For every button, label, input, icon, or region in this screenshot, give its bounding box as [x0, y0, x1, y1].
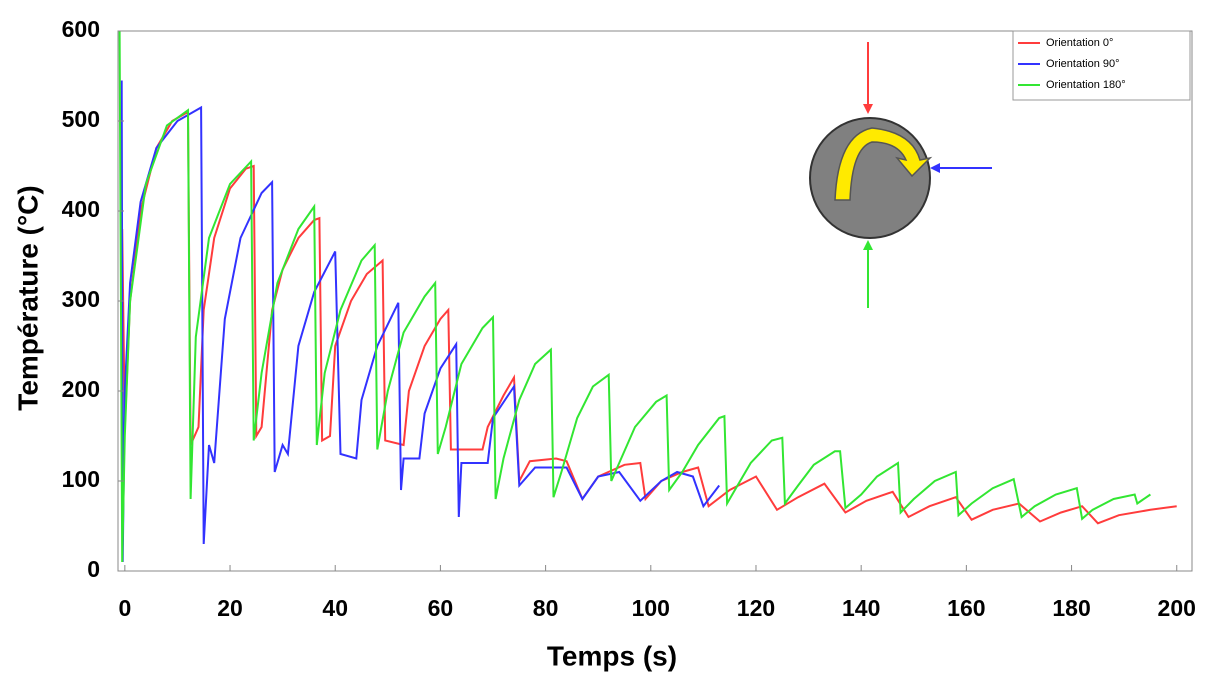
series-line [120, 80, 720, 563]
y-tick-label: 600 [62, 16, 100, 42]
x-tick-label: 140 [842, 595, 880, 621]
y-axis-title: Température (°C) [12, 185, 43, 410]
series-line [118, 30, 1151, 563]
y-tick-label: 400 [62, 196, 100, 222]
series-line [121, 110, 1177, 525]
legend: Orientation 0° Orientation 90° Orientation… [1012, 30, 1191, 101]
legend-box [1012, 30, 1191, 101]
y-tick-label: 200 [62, 376, 100, 402]
legend-label: Orientation 90° [1046, 58, 1120, 70]
x-tick-label: 20 [217, 595, 243, 621]
legend-label: Orientation 180° [1046, 79, 1126, 91]
series-group [118, 30, 1177, 563]
y-tick-label: 300 [62, 286, 100, 312]
plot-frame [117, 30, 1193, 572]
legend-label: Orientation 0° [1046, 37, 1113, 49]
y-tick-label: 0 [87, 556, 100, 582]
x-tick-label: 120 [737, 595, 775, 621]
x-tick-label: 200 [1158, 595, 1196, 621]
y-tick-label: 100 [62, 466, 100, 492]
x-tick-label: 60 [428, 595, 454, 621]
x-tick-label: 160 [947, 595, 985, 621]
x-tick-label: 0 [118, 595, 131, 621]
x-tick-label: 40 [322, 595, 348, 621]
x-axis-title: Temps (s) [547, 640, 677, 671]
x-tick-label: 100 [632, 595, 670, 621]
x-tick-label: 80 [533, 595, 559, 621]
x-tick-label: 180 [1052, 595, 1090, 621]
orientation-diagram [809, 42, 992, 308]
y-tick-label: 500 [62, 106, 100, 132]
